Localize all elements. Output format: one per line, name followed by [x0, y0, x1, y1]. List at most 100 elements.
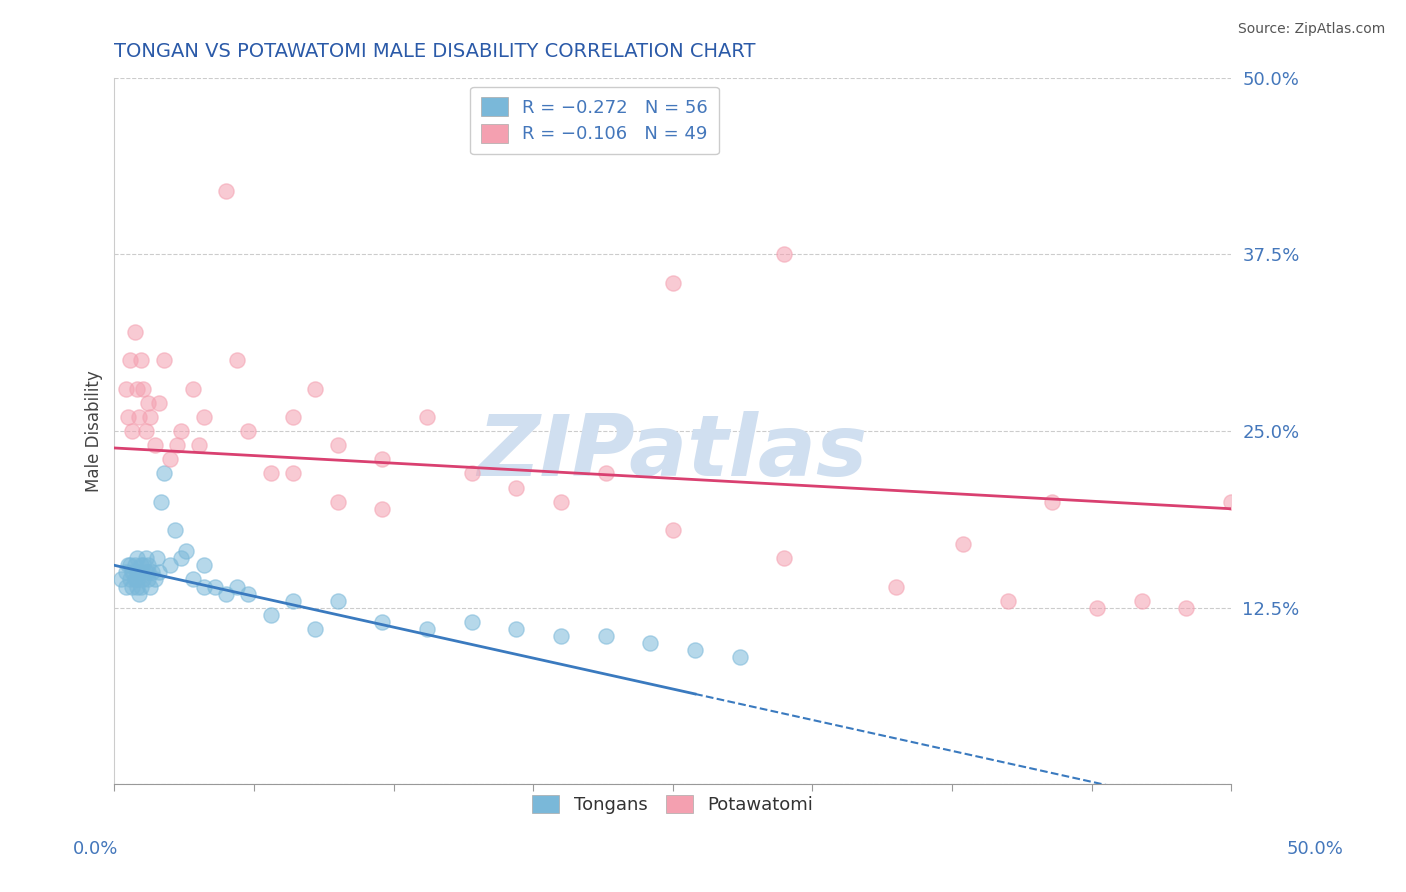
Point [281, 593, 304, 607]
Point [143, 438, 166, 452]
Point [141, 566, 163, 580]
Point [952, 537, 974, 551]
Point [135, 551, 157, 566]
Point [260, 607, 283, 622]
Point [884, 580, 907, 594]
Point [640, 636, 662, 650]
Point [193, 558, 215, 573]
Point [136, 558, 159, 573]
Point [124, 573, 146, 587]
Point [728, 650, 751, 665]
Point [114, 580, 136, 594]
Point [661, 276, 683, 290]
Point [326, 494, 349, 508]
Point [118, 353, 141, 368]
Point [129, 558, 152, 573]
Point [128, 566, 150, 580]
Text: Source: ZipAtlas.com: Source: ZipAtlas.com [1237, 22, 1385, 37]
Point [226, 580, 249, 594]
Point [238, 424, 260, 438]
Point [1175, 600, 1198, 615]
Text: TONGAN VS POTAWATOMI MALE DISABILITY CORRELATION CHART: TONGAN VS POTAWATOMI MALE DISABILITY COR… [114, 42, 756, 61]
Point [304, 622, 326, 636]
Point [170, 551, 193, 566]
Point [125, 580, 148, 594]
Point [117, 409, 139, 424]
Point [595, 629, 617, 643]
Point [135, 424, 157, 438]
Point [132, 558, 155, 573]
Point [204, 580, 226, 594]
Point [159, 558, 181, 573]
Point [136, 566, 159, 580]
Point [1042, 494, 1064, 508]
Point [148, 566, 170, 580]
Point [146, 551, 169, 566]
Text: 50.0%: 50.0% [1286, 840, 1343, 858]
Point [326, 593, 349, 607]
Point [416, 409, 439, 424]
Point [326, 438, 349, 452]
Point [193, 409, 215, 424]
Point [125, 551, 148, 566]
Point [117, 558, 139, 573]
Y-axis label: Male Disability: Male Disability [86, 370, 103, 491]
Point [125, 566, 148, 580]
Point [226, 353, 249, 368]
Point [139, 409, 162, 424]
Point [215, 586, 238, 600]
Point [773, 247, 796, 261]
Point [1130, 593, 1153, 607]
Point [118, 558, 141, 573]
Point [136, 573, 159, 587]
Point [125, 573, 148, 587]
Point [281, 409, 304, 424]
Point [174, 544, 197, 558]
Point [166, 438, 188, 452]
Point [193, 580, 215, 594]
Point [150, 494, 173, 508]
Point [148, 395, 170, 409]
Point [550, 494, 572, 508]
Point [461, 615, 484, 629]
Point [181, 382, 204, 396]
Point [118, 573, 141, 587]
Point [124, 558, 146, 573]
Point [124, 325, 146, 339]
Point [121, 580, 143, 594]
Point [135, 566, 157, 580]
Point [121, 566, 143, 580]
Point [128, 586, 150, 600]
Point [371, 501, 394, 516]
Point [1085, 600, 1108, 615]
Point [159, 452, 181, 467]
Point [773, 551, 796, 566]
Point [114, 566, 136, 580]
Point [143, 573, 166, 587]
Point [129, 580, 152, 594]
Point [505, 481, 527, 495]
Point [997, 593, 1019, 607]
Point [152, 467, 174, 481]
Point [128, 409, 150, 424]
Point [181, 573, 204, 587]
Point [170, 424, 193, 438]
Point [371, 452, 394, 467]
Point [132, 382, 155, 396]
Point [1220, 494, 1243, 508]
Point [125, 382, 148, 396]
Point [163, 523, 186, 537]
Point [132, 573, 155, 587]
Point [304, 382, 326, 396]
Point [416, 622, 439, 636]
Point [139, 580, 162, 594]
Point [683, 643, 706, 657]
Point [461, 467, 484, 481]
Point [110, 573, 132, 587]
Point [595, 467, 617, 481]
Point [121, 424, 143, 438]
Point [215, 184, 238, 198]
Point [550, 629, 572, 643]
Point [238, 586, 260, 600]
Point [129, 353, 152, 368]
